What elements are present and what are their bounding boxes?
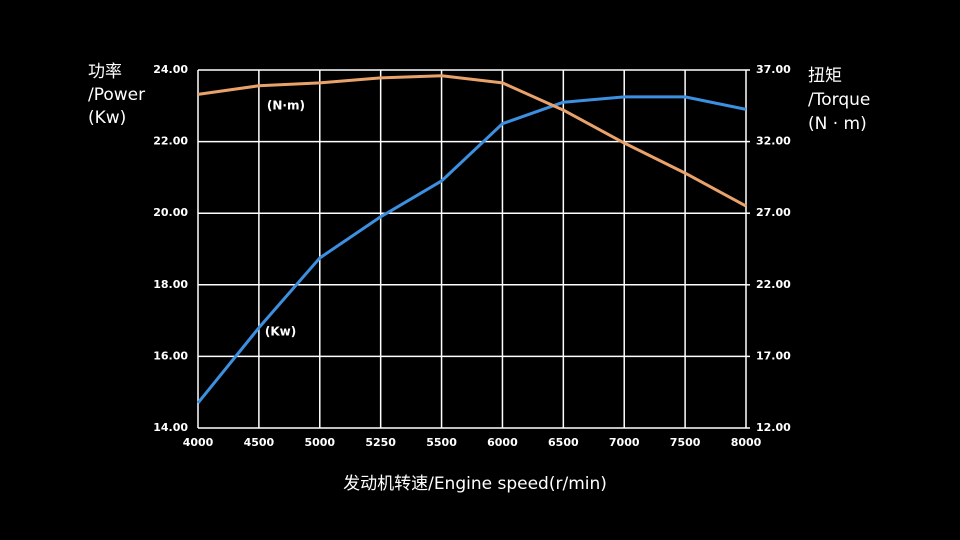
x-tick-label: 5500 (426, 436, 457, 449)
series-label: (Kw) (265, 324, 296, 338)
y2-tick-label: 37.00 (756, 63, 791, 76)
y-tick-label: 24.00 (153, 63, 188, 76)
x-tick-label: 7500 (670, 436, 701, 449)
x-tick-label: 7000 (609, 436, 640, 449)
y-tick-label: 20.00 (153, 206, 188, 219)
y-axis-title: (Kw) (88, 108, 126, 128)
x-tick-label: 6500 (548, 436, 579, 449)
series-label: (N·m) (267, 98, 305, 112)
y-axis-title: 功率 (88, 62, 122, 82)
x-tick-label: 4500 (244, 436, 275, 449)
y-tick-label: 14.00 (153, 421, 188, 434)
y-tick-label: 16.00 (153, 349, 188, 362)
series-line (196, 95, 747, 404)
y2-axis-title: 扭矩 (808, 66, 842, 86)
x-tick-label: 4000 (183, 436, 214, 449)
x-tick-label: 5250 (365, 436, 396, 449)
x-tick-label: 8000 (731, 436, 762, 449)
y2-tick-label: 17.00 (756, 349, 791, 362)
y-tick-label: 18.00 (153, 278, 188, 291)
x-tick-label: 6000 (487, 436, 518, 449)
y2-axis-title: /Torque (808, 90, 870, 110)
y2-tick-label: 32.00 (756, 135, 791, 148)
x-tick-label: 5000 (304, 436, 335, 449)
y2-tick-label: 27.00 (756, 206, 791, 219)
y2-tick-label: 12.00 (756, 421, 791, 434)
series-line (197, 74, 747, 208)
y-tick-label: 22.00 (153, 135, 188, 148)
y2-tick-label: 22.00 (756, 278, 791, 291)
y-axis-title: /Power (88, 85, 145, 105)
y2-axis-title: (N · m) (808, 114, 867, 134)
x-axis-title: 发动机转速/Engine speed(r/min) (343, 474, 607, 494)
